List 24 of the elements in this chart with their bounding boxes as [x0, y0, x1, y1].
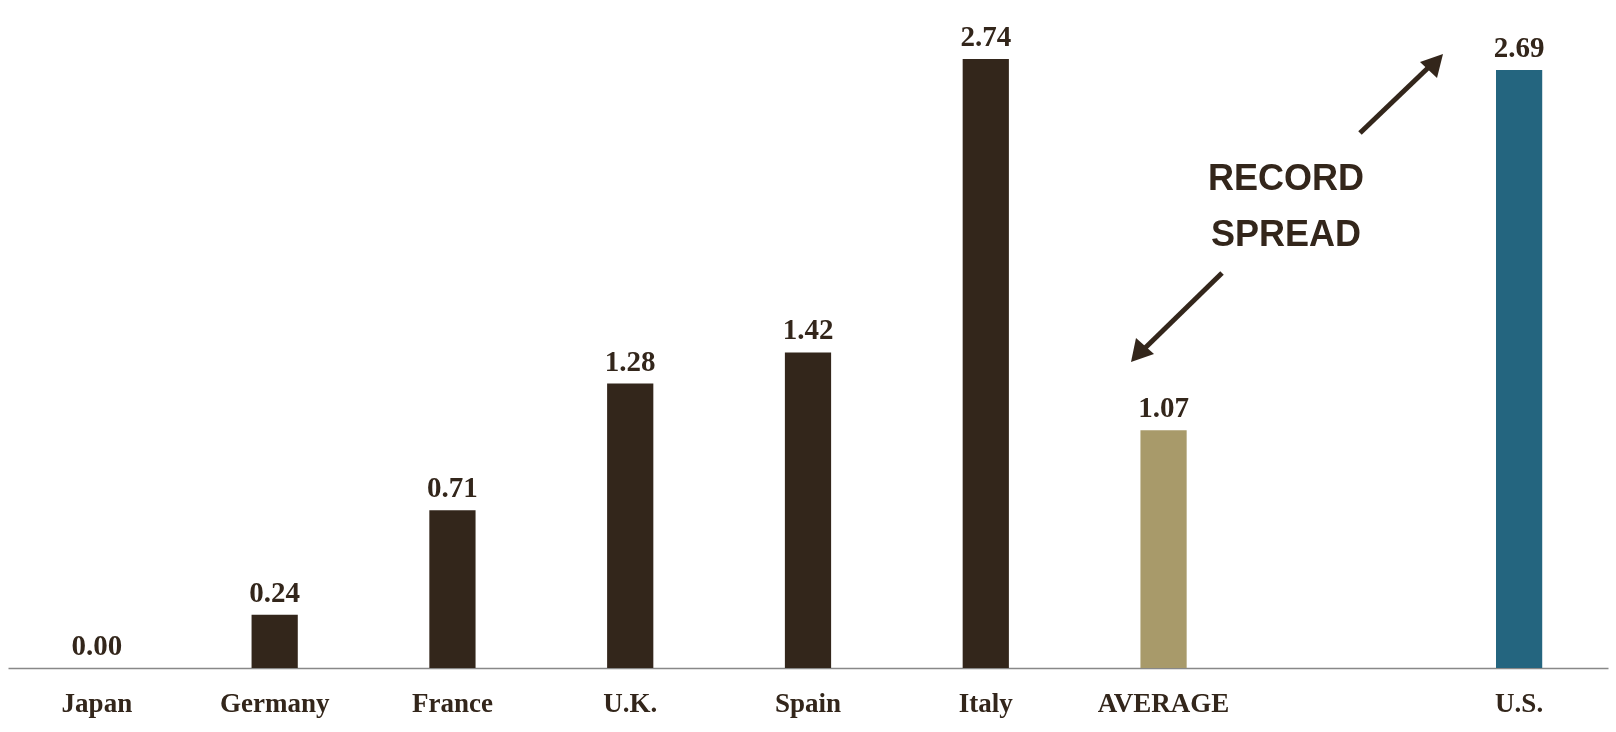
data-label: 0.71: [427, 471, 478, 504]
data-label: 1.28: [604, 344, 656, 377]
data-label: 2.69: [1493, 31, 1545, 64]
x-tick-label: U.S.: [1495, 687, 1544, 718]
bar: [1496, 70, 1543, 668]
bar: [607, 383, 654, 668]
data-label: 1.07: [1138, 391, 1189, 424]
x-tick-label: Spain: [774, 687, 842, 718]
data-label: 0.00: [71, 629, 123, 661]
x-tick-label: AVERAGE: [1097, 687, 1230, 718]
x-tick-label: Germany: [219, 687, 330, 718]
bar: [251, 614, 298, 668]
x-tick-label: Japan: [61, 687, 133, 718]
annotation: RECORD SPREAD: [1207, 157, 1365, 254]
x-tick-label: U.K.: [603, 687, 658, 718]
data-label: 2.74: [960, 20, 1012, 52]
bar: [784, 352, 832, 668]
x-tick-label: France: [411, 687, 493, 718]
bar: [429, 510, 476, 668]
bar: [1140, 430, 1187, 668]
x-tick-label: Italy: [958, 687, 1014, 718]
data-label: 1.42: [782, 313, 834, 346]
data-label: 0.24: [249, 575, 301, 608]
bar: [962, 59, 1009, 668]
